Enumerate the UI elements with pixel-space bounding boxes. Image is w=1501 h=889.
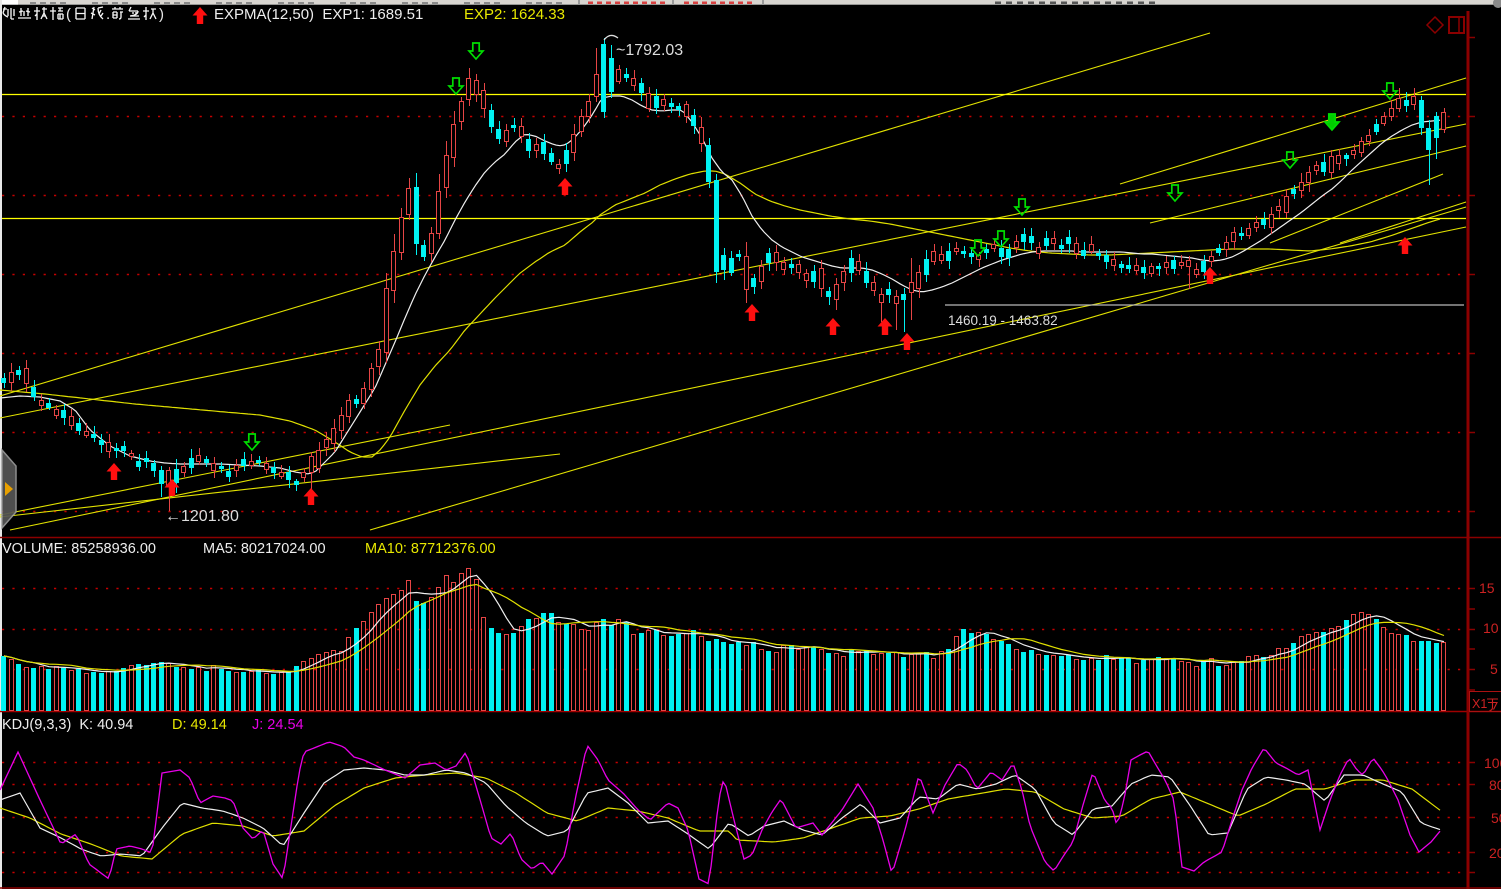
svg-text:5: 5	[1490, 661, 1498, 677]
svg-text:VOLUME: 85258936.00: VOLUME: 85258936.00	[2, 541, 156, 557]
svg-text:80: 80	[1489, 777, 1501, 793]
svg-text:50: 50	[1491, 810, 1501, 826]
svg-text:100: 100	[1484, 755, 1501, 771]
svg-text:←1201.80: ←1201.80	[165, 508, 239, 525]
svg-text:1460.19 - 1463.82: 1460.19 - 1463.82	[948, 313, 1058, 328]
svg-text:MA5: 80217024.00: MA5: 80217024.00	[203, 541, 326, 557]
svg-text:10: 10	[1483, 620, 1499, 636]
svg-text:EXPMA(12,50) EXP1: 1689.51: EXPMA(12,50) EXP1: 1689.51	[214, 6, 423, 23]
svg-text:X1: X1	[1472, 697, 1487, 711]
svg-text:.: .	[106, 6, 110, 23]
svg-text:EXP2: 1624.33: EXP2: 1624.33	[464, 6, 565, 23]
svg-text:15: 15	[1479, 580, 1495, 596]
svg-text:(: (	[66, 6, 71, 23]
svg-text:J: 24.54: J: 24.54	[252, 717, 304, 733]
svg-text:): )	[159, 6, 164, 23]
svg-text:KDJ(9,3,3) K: 40.94: KDJ(9,3,3) K: 40.94	[2, 717, 133, 733]
svg-text:~1792.03: ~1792.03	[616, 42, 683, 59]
svg-text:D: 49.14: D: 49.14	[172, 717, 227, 733]
svg-text:MA10: 87712376.00: MA10: 87712376.00	[365, 541, 496, 557]
svg-text:20: 20	[1489, 845, 1501, 861]
